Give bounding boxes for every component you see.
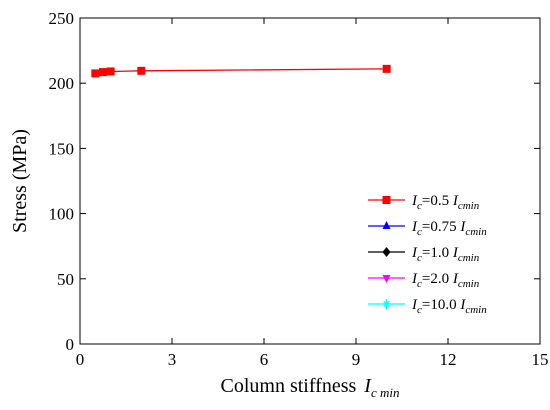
legend-label-0: Ic=0.5 Icmin <box>411 193 480 212</box>
plot-area-frame <box>79 17 541 345</box>
y-axis-title: Stress (MPa) <box>9 129 31 233</box>
x-tick-label-3: 9 <box>352 350 361 369</box>
legend-marker-0 <box>382 196 391 204</box>
legend-label-4-mid: =10.0 <box>422 297 460 313</box>
legend-label-3-var: I <box>411 271 418 287</box>
legend-label-4: Ic=10.0 Icmin <box>411 297 487 316</box>
x-tick-label-4: 12 <box>440 350 457 369</box>
x-axis-title: Column stiffness Ic min <box>221 375 400 400</box>
legend-entry-0: Ic=0.5 Icmin <box>368 193 480 212</box>
legend-label-2-var: I <box>411 245 418 261</box>
legend-label-1: Ic=0.75 Icmin <box>411 219 487 238</box>
legend-entry-3: Ic=2.0 Icmin <box>368 271 480 290</box>
legend-label-0-sub: c <box>417 200 422 212</box>
legend-label-4-var: I <box>411 297 418 313</box>
y-tick-label-5: 250 <box>49 9 75 28</box>
legend-label-1-var2: I <box>459 219 466 235</box>
x-axis-title-main: Column stiffness <box>221 375 357 397</box>
y-tick-label-4: 200 <box>49 74 75 93</box>
legend-label-4-sub2: cmin <box>465 304 487 316</box>
legend-label-4-sub: c <box>417 304 422 316</box>
legend-label-0-sub2: cmin <box>458 200 480 212</box>
legend-label-0-var2: I <box>452 193 459 209</box>
legend-label-2-var2: I <box>452 245 459 261</box>
data-point-0-2 <box>106 67 115 76</box>
x-axis-title-sub: c min <box>371 385 400 400</box>
legend-label-3-sub2: cmin <box>458 278 480 290</box>
legend-label-1-mid: =0.75 <box>422 219 460 235</box>
y-tick-label-2: 100 <box>49 205 75 224</box>
legend-label-1-var: I <box>411 219 418 235</box>
legend-marker-2 <box>382 247 391 257</box>
legend-label-0-mid: =0.5 <box>422 193 453 209</box>
legend-label-4-var2: I <box>459 297 466 313</box>
x-tick-label-2: 6 <box>260 350 269 369</box>
data-point-0-1 <box>99 68 107 77</box>
legend-label-2-sub: c <box>417 252 422 264</box>
y-tick-label-3: 150 <box>49 139 75 158</box>
legend-marker-3 <box>382 275 391 283</box>
series-layer <box>91 64 391 78</box>
legend-label-2-mid: =1.0 <box>422 245 453 261</box>
legend-label-3: Ic=2.0 Icmin <box>411 271 480 290</box>
data-point-0-4 <box>382 64 391 73</box>
legend-entry-4: Ic=10.0 Icmin <box>368 297 487 316</box>
y-tick-label-0: 0 <box>66 335 75 354</box>
x-tick-label-0: 0 <box>76 350 85 369</box>
legend-marker-1 <box>382 221 391 229</box>
legend-label-1-sub2: cmin <box>465 226 487 238</box>
legend-label-3-mid: =2.0 <box>422 271 453 287</box>
legend-label-2-sub2: cmin <box>458 252 480 264</box>
data-point-0-3 <box>137 66 146 75</box>
legend-label-3-sub: c <box>417 278 422 290</box>
y-tick-label-1: 50 <box>57 270 74 289</box>
x-tick-label-5: 15 <box>532 350 549 369</box>
legend-label-1-sub: c <box>417 226 422 238</box>
data-point-0-0 <box>91 69 100 78</box>
legend-label-3-var2: I <box>452 271 459 287</box>
legend-label-2: Ic=1.0 Icmin <box>411 245 480 264</box>
legend-label-0-var: I <box>411 193 418 209</box>
legend-marker-4-ray-3 <box>383 300 390 308</box>
legend-entry-2: Ic=1.0 Icmin <box>368 245 480 264</box>
axis-ticks <box>79 17 541 345</box>
x-axis-title-var: I <box>363 375 372 397</box>
legend-marker-4 <box>381 299 392 309</box>
x-tick-label-1: 3 <box>168 350 177 369</box>
legend-entry-1: Ic=0.75 Icmin <box>368 219 487 238</box>
